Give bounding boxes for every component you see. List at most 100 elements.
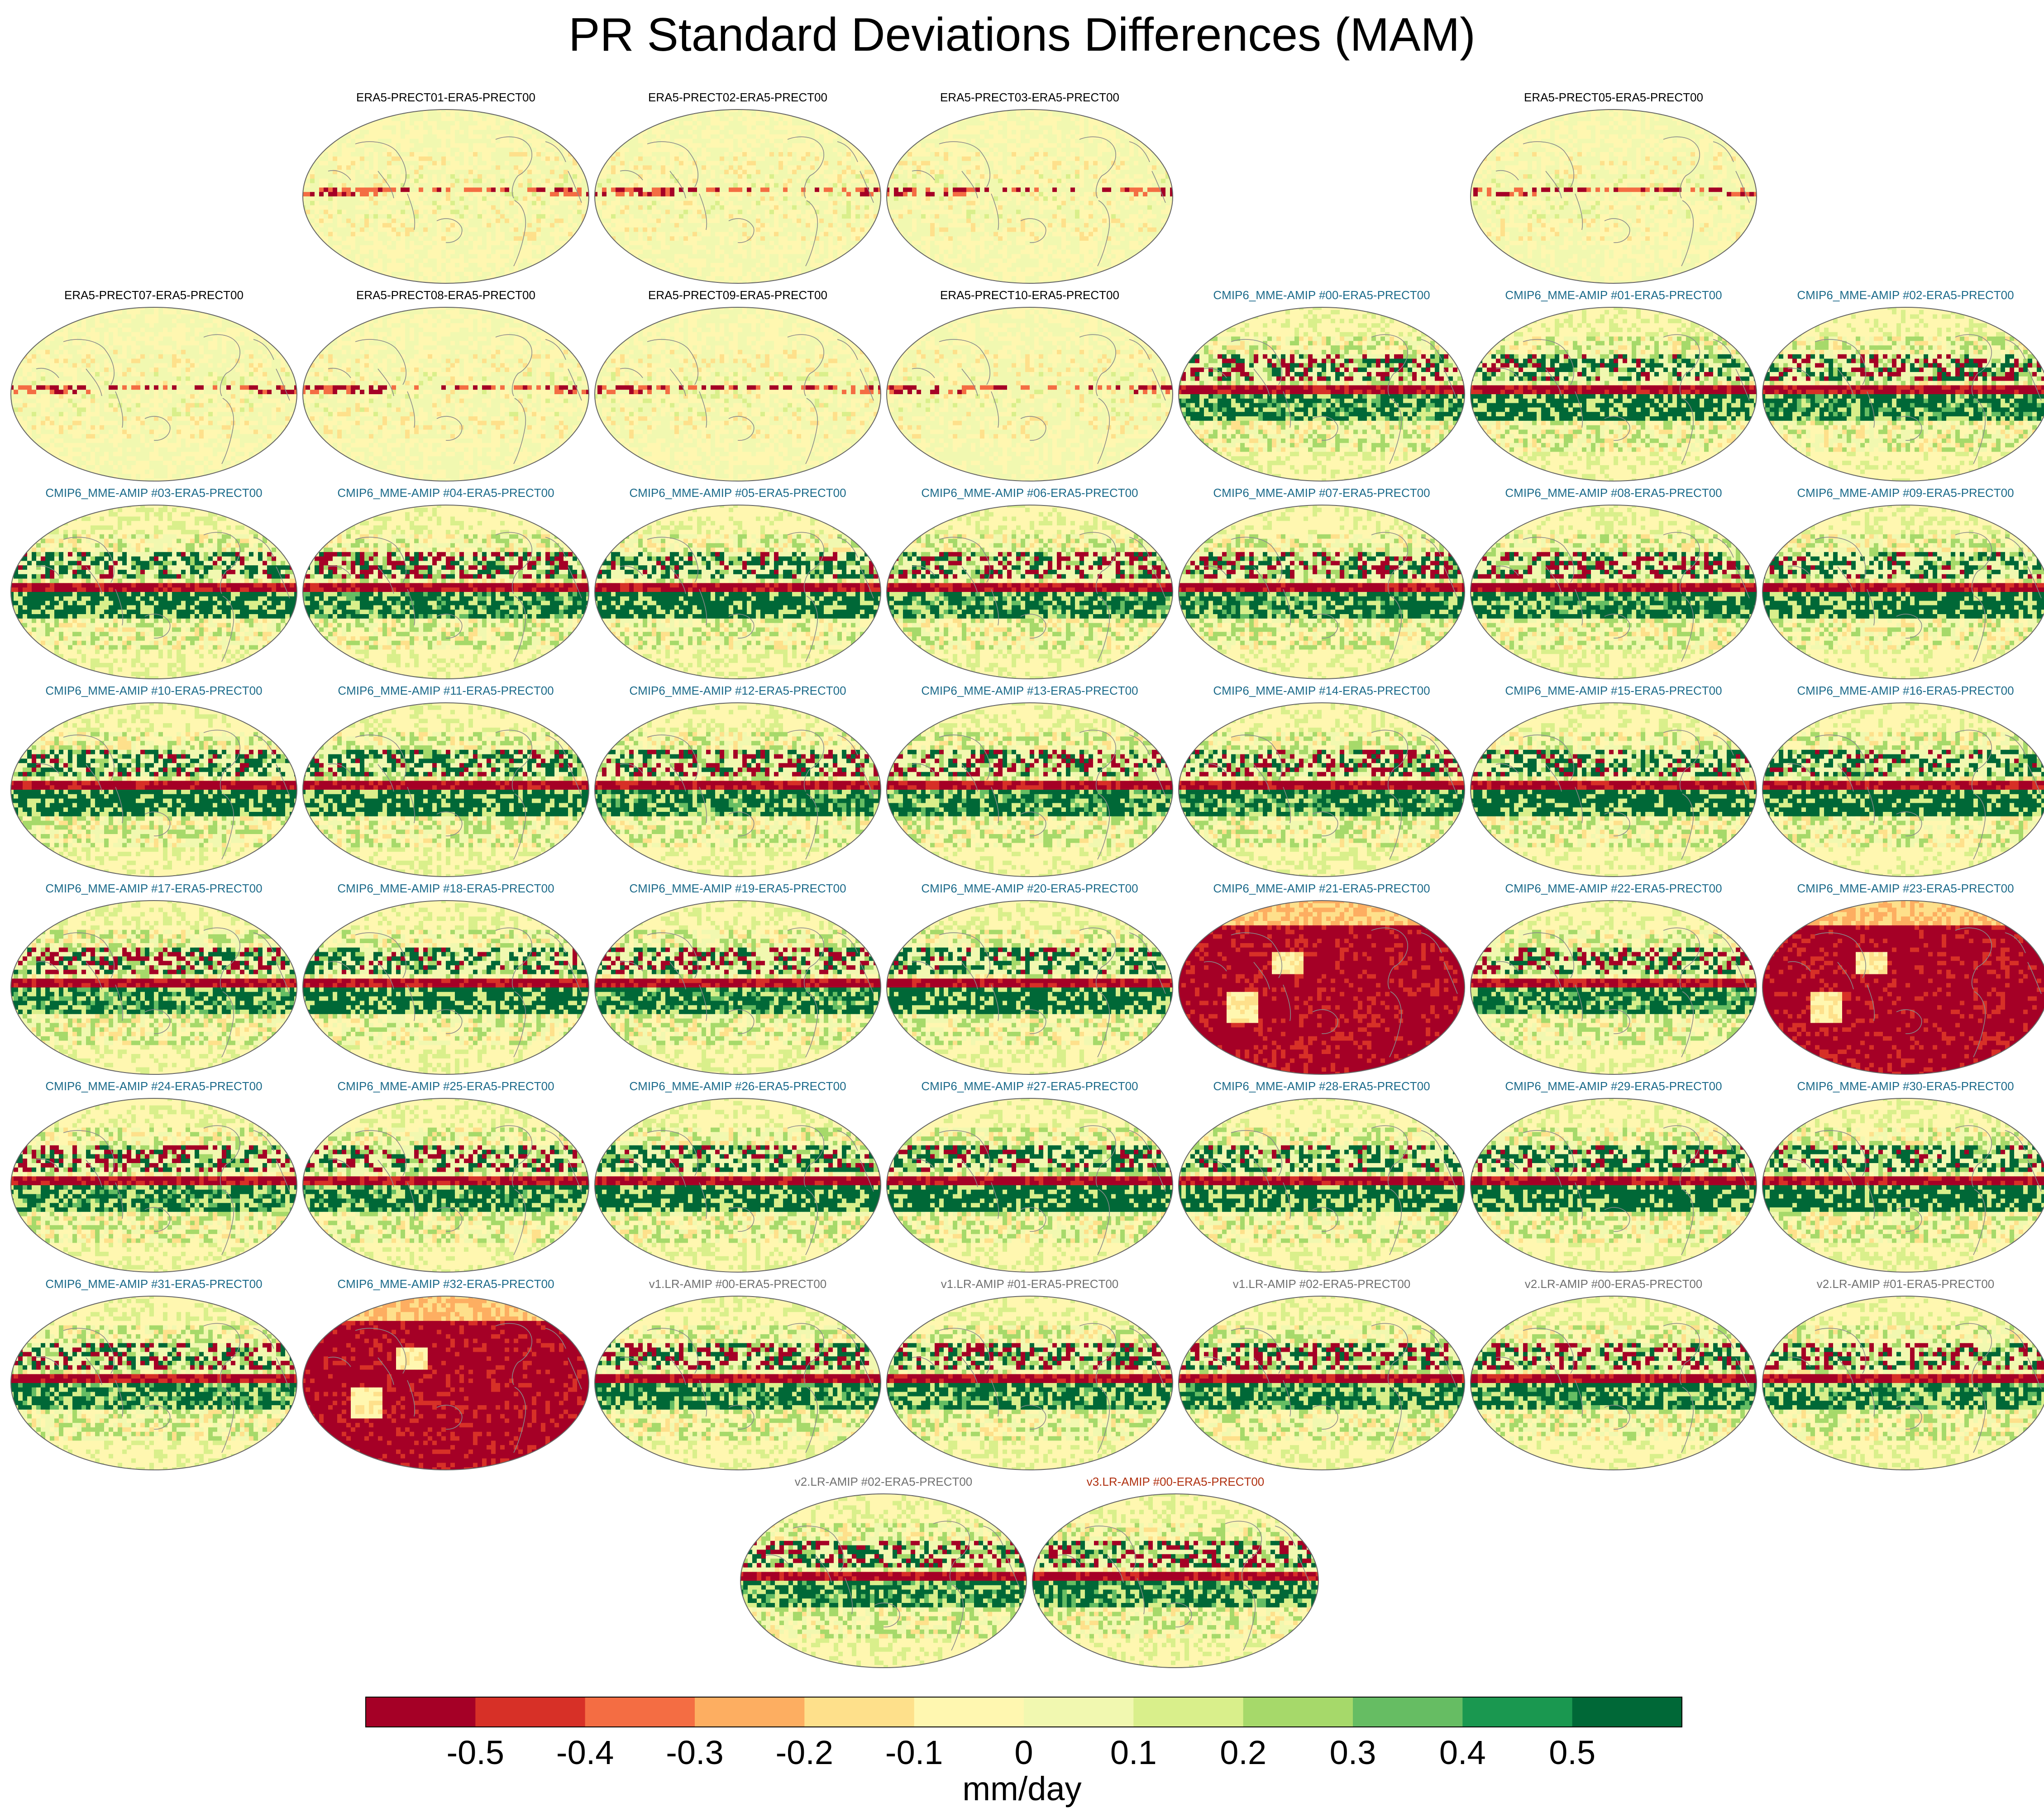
map-cell: [478, 267, 482, 272]
map-cell: [554, 214, 559, 219]
map-cell: [328, 201, 333, 205]
map-cell: [733, 152, 738, 157]
map-cell: [656, 205, 661, 210]
map-cell: [810, 161, 815, 166]
map-cell: [527, 210, 532, 214]
map-cell: [702, 112, 707, 117]
map-cell: [751, 183, 756, 188]
map-cell: [364, 258, 369, 263]
map-cell: [715, 201, 720, 205]
map-cell: [410, 241, 415, 245]
map-cell: [310, 263, 315, 267]
map-cell: [554, 152, 559, 157]
map-cell: [846, 152, 851, 157]
map-cell: [692, 130, 697, 134]
map-cell: [378, 258, 383, 263]
map-cell: [625, 108, 630, 112]
map-cell: [760, 236, 765, 241]
map-cell: [428, 205, 433, 210]
map-cell: [324, 236, 329, 241]
map-cell: [310, 157, 315, 161]
map-cell: [715, 125, 720, 130]
map-cell: [306, 232, 310, 236]
map-cell: [301, 174, 306, 179]
map-cell: [369, 241, 374, 245]
map-cell: [392, 254, 396, 258]
map-cell: [792, 148, 797, 152]
map-cell: [432, 232, 437, 236]
map-cell: [496, 148, 501, 152]
map-cell: [602, 232, 607, 236]
map-cell: [720, 272, 725, 277]
map-cell: [441, 214, 446, 219]
map-cell: [733, 263, 738, 267]
map-cell: [559, 179, 564, 183]
map-cell: [301, 236, 306, 241]
map-cell: [550, 276, 555, 281]
map-cell: [586, 232, 591, 236]
map-cell: [369, 161, 374, 166]
map-cell: [364, 210, 369, 214]
map-cell: [665, 148, 670, 152]
map-cell: [573, 250, 578, 254]
map-cell: [582, 134, 587, 139]
map-cell: [360, 157, 365, 161]
map-cell: [679, 232, 684, 236]
map-cell: [828, 192, 833, 196]
map-cell: [828, 170, 833, 174]
map-cell: [670, 130, 675, 134]
map-cell: [597, 210, 602, 214]
map-cell: [643, 143, 648, 148]
map-cell: [319, 192, 324, 196]
map-cell: [683, 236, 688, 241]
map-cell: [301, 161, 306, 166]
map-cell: [774, 152, 779, 157]
map-cell: [679, 170, 684, 174]
map-cell: [505, 196, 510, 201]
map-cell: [509, 241, 514, 245]
map-cell: [593, 117, 598, 121]
map-cell: [514, 134, 519, 139]
map-cell: [428, 232, 433, 236]
map-cell: [446, 139, 451, 143]
map-cell: [478, 174, 482, 179]
map-cell: [688, 192, 693, 196]
map-cell: [306, 201, 310, 205]
map-cell: [774, 170, 779, 174]
map-cell: [315, 125, 320, 130]
map-cell: [346, 196, 351, 201]
map-cell: [806, 161, 811, 166]
map-cell: [670, 183, 675, 188]
map-cell: [419, 139, 424, 143]
map-cell: [679, 241, 684, 245]
map-cell: [738, 258, 743, 263]
map-cell: [351, 183, 356, 188]
map-cell: [423, 267, 428, 272]
map-cell: [518, 201, 523, 205]
map-cell: [337, 258, 342, 263]
map-cell: [346, 276, 351, 281]
map-cell: [509, 232, 514, 236]
map-cell: [819, 210, 824, 214]
map-cell: [711, 223, 716, 228]
map-cell: [536, 108, 541, 112]
map-cell: [378, 196, 383, 201]
map-cell: [491, 157, 496, 161]
map-cell: [683, 130, 688, 134]
map-cell: [559, 192, 564, 196]
map-cell: [647, 121, 652, 125]
map-cell: [496, 161, 501, 166]
map-cell: [706, 157, 711, 161]
map-cell: [428, 250, 433, 254]
map-cell: [769, 205, 774, 210]
map-cell: [806, 139, 811, 143]
map-cell: [634, 250, 639, 254]
map-cell: [711, 148, 716, 152]
map-cell: [788, 272, 793, 277]
map-cell: [815, 134, 820, 139]
map-cell: [747, 112, 752, 117]
map-cell: [733, 183, 738, 188]
map-cell: [629, 125, 634, 130]
map-cell: [428, 196, 433, 201]
map-cell: [702, 170, 707, 174]
